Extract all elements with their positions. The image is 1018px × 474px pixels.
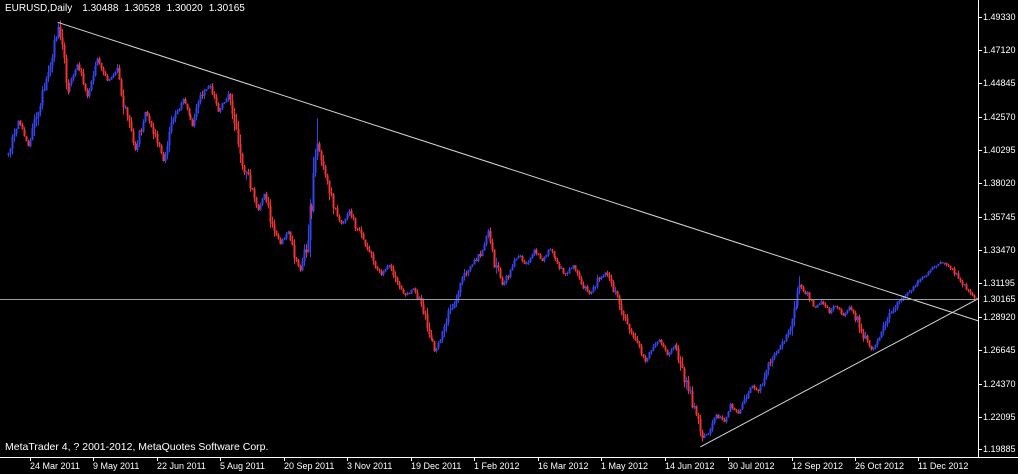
price-tick-label: 1.38020 [983,178,1016,188]
time-tick-label: 19 Dec 2011 [411,461,462,471]
time-tick-label: 16 Mar 2012 [538,461,589,471]
copyright-text: MetaTrader 4, ? 2001-2012, MetaQuotes So… [5,441,269,453]
time-axis-tick [601,458,602,461]
bar-high-value: 1.30528 [124,3,161,14]
price-axis-tick [979,317,982,318]
time-tick-label: 9 May 2011 [93,461,140,471]
time-tick-label: 14 Jun 2012 [665,461,715,471]
bar-low-value: 1.30020 [166,3,203,14]
price-axis-tick [979,150,982,151]
time-axis-tick [157,458,158,461]
time-axis-tick [284,458,285,461]
price-axis[interactable]: 1.49330 1.47120 1.44845 1.42570 1.40295 1.380… [978,0,1018,457]
bull-candle-wicks [8,22,965,439]
price-tick-label: 1.28920 [983,312,1016,322]
time-tick-label: 1 Feb 2012 [474,461,520,471]
bear-candle-wicks [20,20,977,442]
time-axis[interactable]: 24 Mar 2011 9 May 2011 22 Jun 2011 5 Aug 20… [0,457,1018,474]
price-tick-label: 1.35745 [983,212,1016,222]
price-tick-label: 1.24370 [983,379,1016,389]
price-tick-label: 1.26645 [983,345,1016,355]
price-tick-label: 1.19885 [983,444,1016,454]
price-tick-label: 1.40295 [983,145,1016,155]
current-price-label: 1.30165 [983,294,1016,304]
time-tick-label: 26 Oct 2012 [855,461,905,471]
chart-symbol-period: EURUSD,Daily [5,3,73,14]
time-axis-tick [93,458,94,461]
bar-open-value: 1.30488 [82,3,119,14]
time-tick-label: 1 May 2012 [601,461,649,471]
time-tick-label: 3 Nov 2011 [347,461,393,471]
time-tick-label: 11 Dec 2012 [918,461,969,471]
time-axis-tick [792,458,793,461]
chart-ohlc-header: EURUSD,Daily 1.30488 1.30528 1.30020 1.3… [5,3,245,14]
price-tick-label: 1.42570 [983,112,1016,122]
price-axis-tick [979,183,982,184]
time-tick-label: 20 Sep 2011 [284,461,335,471]
time-tick-label: 24 Mar 2011 [30,461,80,471]
price-axis-tick [979,384,982,385]
time-axis-tick [538,458,539,461]
time-axis-tick [918,458,919,461]
price-tick-label: 1.31195 [983,278,1015,288]
bear-candle-bodies [19,26,978,438]
price-axis-tick [979,50,982,51]
time-axis-tick [728,458,729,461]
ascending-trendline[interactable] [700,298,978,448]
price-axis-tick [979,417,982,418]
time-axis-tick [347,458,348,461]
price-tick-label: 1.49330 [983,12,1016,22]
price-tick-label: 1.44845 [983,78,1016,88]
time-axis-tick [474,458,475,461]
time-tick-label: 30 Jul 2012 [728,461,775,471]
price-axis-tick [979,449,982,450]
time-tick-label: 22 Jun 2011 [157,461,206,471]
chart-plot-area[interactable] [0,0,978,457]
time-axis-tick [855,458,856,461]
price-axis-tick [979,17,982,18]
time-axis-tick [220,458,221,461]
price-tick-label: 1.22095 [983,412,1016,422]
time-tick-label: 5 Aug 2011 [220,461,265,471]
price-axis-tick [979,283,982,284]
price-axis-tick [979,117,982,118]
descending-trendline[interactable] [57,21,978,322]
price-tick-label: 1.47120 [983,45,1016,55]
time-tick-label: 12 Sep 2012 [792,461,844,471]
price-axis-tick [979,83,982,84]
time-axis-tick [665,458,666,461]
price-axis-tick [979,250,982,251]
time-axis-tick [411,458,412,461]
time-axis-tick [30,458,31,461]
bull-candle-bodies [7,26,966,438]
bar-close-value: 1.30165 [208,3,245,14]
price-tick-label: 1.33470 [983,245,1016,255]
price-axis-tick [979,350,982,351]
price-axis-tick [979,217,982,218]
